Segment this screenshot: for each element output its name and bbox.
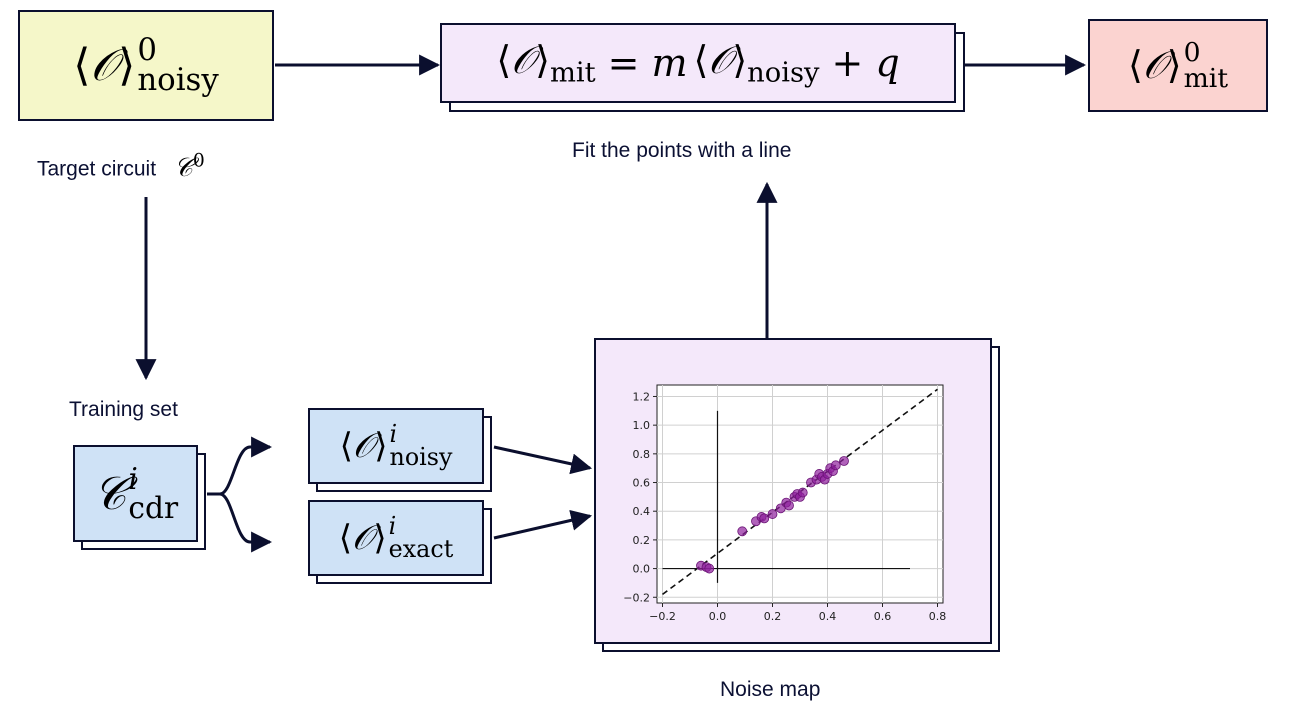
training-circuits-box: 𝒞 i cdr xyxy=(73,445,198,542)
mit0-sup: 0 xyxy=(1183,37,1201,69)
fit-points-label: Fit the points with a line xyxy=(572,139,792,162)
fit-q: q xyxy=(875,41,900,85)
mit0-sub: mit xyxy=(1183,62,1229,94)
arrow-cdr-to-exact xyxy=(219,492,273,553)
target-circuit-label: Target circuit 𝒞0 xyxy=(37,150,205,183)
fit-lhs-sub: mit xyxy=(549,57,596,89)
noisy-training-expectation-box: ⟨𝒪⟩ i noisy xyxy=(308,408,484,484)
fit-m: m xyxy=(651,41,688,85)
cdr-sub: cdr xyxy=(128,490,179,525)
fit-formula-box: ⟨𝒪⟩mit = m ⟨𝒪⟩noisy + q xyxy=(440,23,956,103)
noisy-i-sub: noisy xyxy=(389,443,453,471)
arrow-exact-to-map xyxy=(493,509,593,540)
noise-map-panel xyxy=(594,338,992,644)
noisy0-sub: noisy xyxy=(137,61,219,98)
target-circuit-sup: 0 xyxy=(192,150,205,171)
fit-plus: + xyxy=(831,41,864,85)
fit-equals: = xyxy=(607,41,640,85)
training-set-label: Training set xyxy=(69,398,178,421)
arrow-noisy-to-map xyxy=(493,445,593,475)
noisy-i-sup: i xyxy=(389,420,398,449)
exact-i-sub: exact xyxy=(388,535,454,563)
mitigated-expectation-box: ⟨𝒪⟩ 0 mit xyxy=(1088,19,1268,112)
arrow-cdr-to-noisy xyxy=(207,436,273,496)
cdr-sup: i xyxy=(128,462,138,497)
fit-rhs-sub: noisy xyxy=(747,57,820,89)
exact-i-sup: i xyxy=(388,512,397,541)
noise-map-label: Noise map xyxy=(720,678,821,701)
target-circuit-text: Target circuit xyxy=(37,157,157,181)
noisy-expectation-box: ⟨𝒪⟩ 0 noisy xyxy=(18,10,274,121)
noisy0-sup: 0 xyxy=(137,32,157,69)
exact-training-expectation-box: ⟨𝒪⟩ i exact xyxy=(308,500,484,576)
